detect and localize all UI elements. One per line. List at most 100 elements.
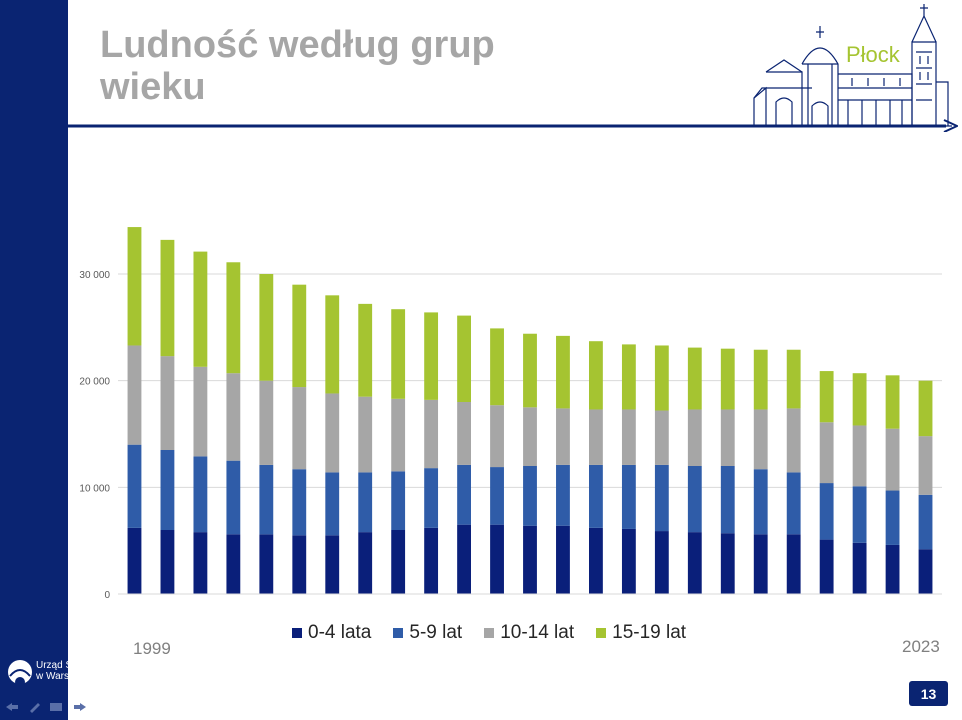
bar-segment	[127, 444, 142, 528]
bar-segment	[589, 409, 603, 465]
legend-label: 15-19 lat	[612, 622, 687, 643]
bar-segment	[358, 532, 373, 594]
bar-segment	[885, 428, 900, 491]
bar-segment	[424, 468, 439, 528]
bar-segment	[918, 494, 933, 550]
bar-segment	[819, 483, 834, 540]
bars	[127, 227, 933, 594]
bar-segment	[720, 466, 735, 534]
bar-segment	[556, 408, 570, 465]
bar-segment	[292, 469, 307, 536]
bar-segment	[292, 535, 307, 594]
bar-segment	[457, 315, 471, 402]
bar-segment	[523, 525, 537, 594]
population-age-chart: 0 10 000 20 000 30 000	[79, 227, 942, 601]
bar-segment	[687, 532, 702, 594]
bar-segment	[292, 387, 307, 470]
bar-segment	[523, 333, 537, 408]
bar-segment	[720, 533, 735, 594]
legend-label: 0-4 lata	[308, 622, 372, 643]
bar-segment	[325, 295, 340, 394]
bar-segment	[556, 464, 570, 526]
bar-segment	[490, 524, 504, 594]
bar-segment	[918, 436, 933, 495]
bar-segment	[556, 335, 570, 409]
legend-label: 5-9 lat	[409, 622, 463, 643]
bar-segment	[490, 405, 504, 468]
page-number: 13	[909, 681, 948, 706]
legend-item: 10-14 lat	[484, 622, 574, 644]
bar-segment	[786, 534, 801, 594]
bar-segment	[621, 528, 636, 594]
bar-segment	[259, 380, 274, 465]
bar-segment	[193, 251, 208, 367]
back-arrow-icon[interactable]	[6, 703, 18, 711]
menu-icon[interactable]	[50, 703, 62, 711]
bar-segment	[226, 373, 241, 461]
city-label: Płock	[846, 42, 900, 67]
bar-segment	[358, 303, 373, 397]
bar-segment	[259, 534, 274, 594]
logo-text-line2: w Warsz	[36, 671, 68, 682]
office-logo	[8, 660, 32, 687]
bar-segment	[852, 373, 867, 426]
bar-segment	[589, 341, 603, 410]
bar-segment	[457, 464, 471, 525]
bar-segment	[786, 472, 801, 535]
cathedral-illustration	[752, 4, 952, 127]
bar-segment	[621, 464, 636, 529]
bar-segment	[918, 549, 933, 594]
bar-segment	[654, 410, 669, 465]
bar-segment	[160, 450, 175, 530]
year-start-label: 1999	[133, 639, 171, 658]
bar-segment	[424, 312, 439, 400]
bar-segment	[127, 527, 142, 594]
sidebar	[0, 0, 68, 720]
legend-item: 5-9 lat	[393, 622, 462, 644]
legend-item: 0-4 lata	[292, 622, 371, 644]
bar-segment	[885, 490, 900, 545]
bar-segment	[325, 472, 340, 536]
bar-segment	[621, 344, 636, 410]
bar-segment	[160, 530, 175, 594]
logo-text-line1: Urząd S	[36, 660, 68, 671]
bar-segment	[457, 402, 471, 465]
bar-segment	[523, 466, 537, 526]
bar-segment	[556, 525, 570, 594]
bar-segment	[259, 274, 274, 381]
bar-segment	[127, 227, 142, 346]
bar-segment	[523, 407, 537, 466]
legend-item: 15-19 lat	[596, 622, 686, 644]
pen-icon[interactable]	[30, 703, 40, 713]
legend-swatch	[393, 628, 404, 638]
bar-segment	[819, 422, 834, 484]
bar-segment	[391, 398, 406, 472]
bar-segment	[753, 349, 768, 410]
bar-segment	[325, 535, 340, 594]
slide-title: Ludność według grup wieku	[100, 24, 580, 108]
bar-segment	[160, 239, 175, 357]
bar-segment	[852, 542, 867, 594]
logo-text: Urząd S w Warsz	[36, 660, 68, 682]
bar-segment	[358, 472, 373, 533]
slide-nav-icons[interactable]	[4, 701, 94, 713]
bar-segment	[226, 262, 241, 374]
forward-arrow-icon[interactable]	[74, 703, 86, 711]
bar-segment	[292, 284, 307, 388]
bar-segment	[720, 409, 735, 466]
bar-segment	[391, 530, 406, 594]
bar-segment	[786, 408, 801, 473]
bar-segment	[753, 534, 768, 594]
legend-label: 10-14 lat	[500, 622, 575, 643]
bar-segment	[325, 393, 340, 473]
bar-segment	[885, 375, 900, 429]
bar-segment	[621, 409, 636, 465]
bar-segment	[193, 366, 208, 457]
bar-segment	[457, 524, 471, 594]
bar-segment	[753, 409, 768, 470]
bar-segment	[193, 456, 208, 533]
bar-segment	[918, 380, 933, 437]
bar-segment	[819, 371, 834, 423]
bar-segment	[127, 345, 142, 445]
slide-title-line2: wieku	[100, 66, 206, 108]
